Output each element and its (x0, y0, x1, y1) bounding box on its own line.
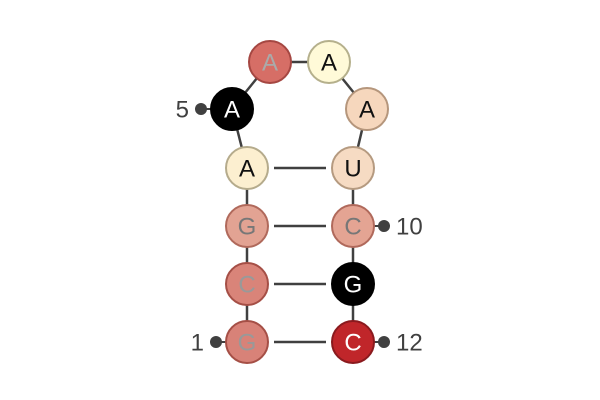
nucleotide-letter-5: A (224, 97, 240, 124)
nucleotide-11: G (331, 262, 375, 306)
position-label-layer: 1 5 10 12 (176, 97, 423, 357)
nucleotide-7: A (307, 40, 351, 84)
nucleotide-circle-7 (307, 40, 351, 84)
nucleotide-3: G (225, 204, 269, 248)
position-label-12: 12 (396, 330, 423, 357)
nucleotide-9: U (331, 146, 375, 190)
nucleotide-circle-3 (225, 204, 269, 248)
nucleotide-letter-6: A (262, 50, 278, 77)
nucleotide-letter-4: A (239, 156, 255, 183)
nucleotide-letter-9: U (344, 156, 361, 183)
nucleotide-letter-10: C (344, 214, 361, 241)
nucleotide-1: G (225, 320, 269, 364)
nucleotide-circle-10 (331, 204, 375, 248)
nucleotide-circle-12 (331, 320, 375, 364)
nucleotide-2: C (225, 262, 269, 306)
nucleotide-letter-3: G (238, 214, 257, 241)
nucleotide-12: C (331, 320, 375, 364)
nucleotide-circle-1 (225, 320, 269, 364)
nucleotide-10: C (331, 204, 375, 248)
nucleotide-letter-11: G (344, 272, 363, 299)
nucleotide-circle-11 (331, 262, 375, 306)
base-pair-layer (274, 166, 326, 344)
position-label-5: 5 (176, 97, 189, 124)
nucleotide-circle-6 (248, 40, 292, 84)
nucleotide-letter-12: C (344, 330, 361, 357)
nucleotide-5: A (210, 87, 254, 131)
nucleotide-6: A (248, 40, 292, 84)
nucleotide-circle-4 (225, 146, 269, 190)
nucleotide-circle-2 (225, 262, 269, 306)
position-label-1: 1 (191, 330, 204, 357)
nucleotide-circle-8 (345, 87, 389, 131)
nucleotide-circle-5 (210, 87, 254, 131)
nucleotide-letter-1: G (238, 330, 257, 357)
position-label-10: 10 (396, 214, 423, 241)
nucleotide-4: A (225, 146, 269, 190)
nucleotide-circle-9 (331, 146, 375, 190)
nucleotide-letter-2: C (238, 272, 255, 299)
nucleotide-letter-7: A (321, 50, 337, 77)
nucleotide-letter-8: A (359, 97, 375, 124)
nucleotide-8: A (345, 87, 389, 131)
